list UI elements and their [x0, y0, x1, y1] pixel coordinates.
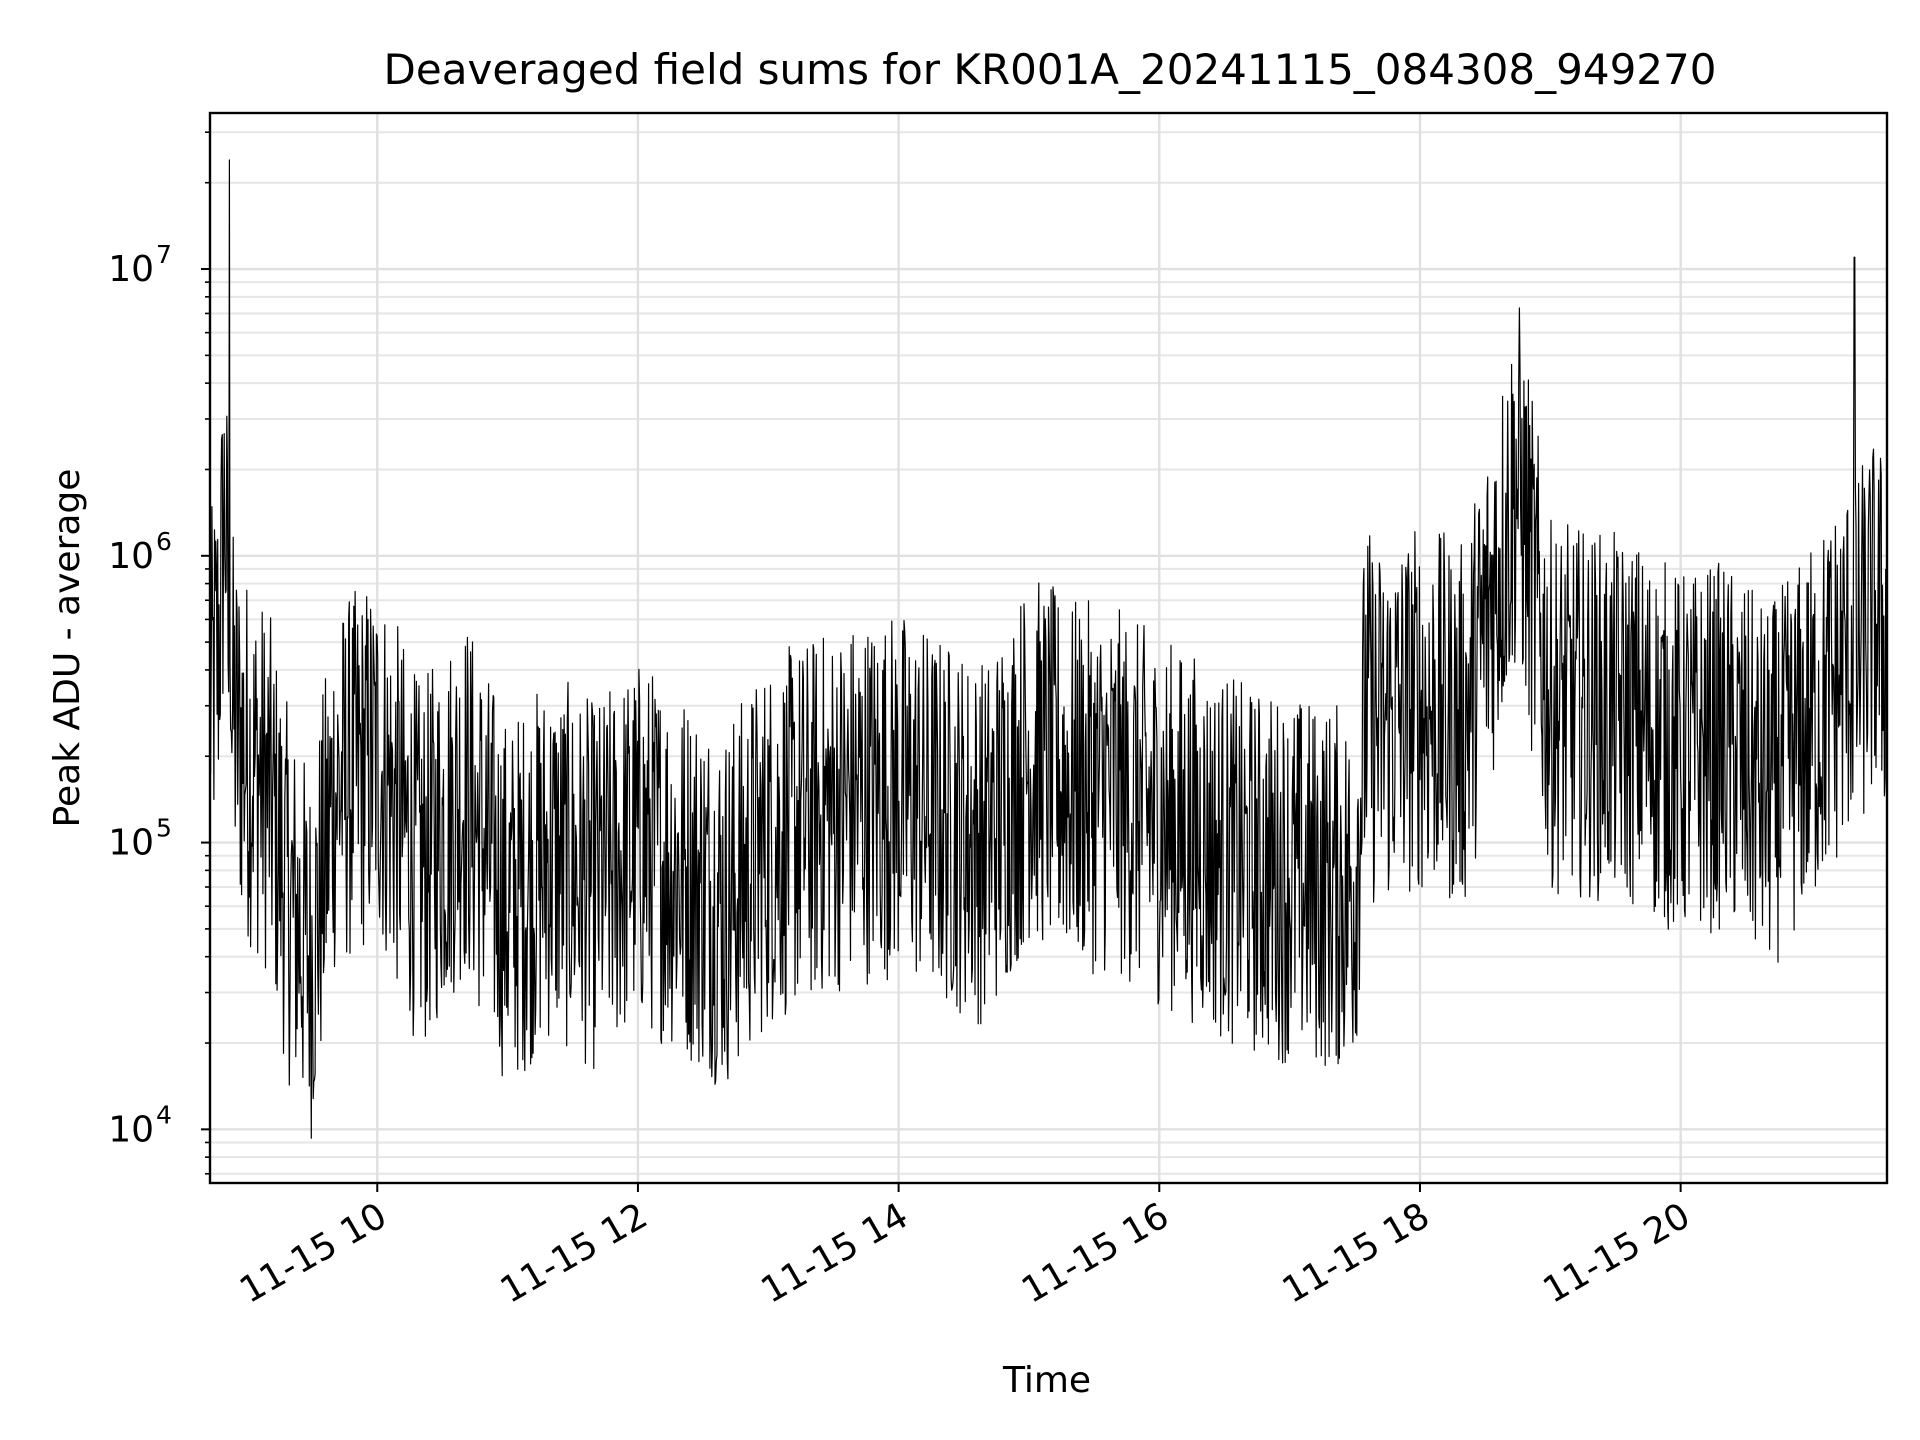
y-tick-exponent: 7 — [156, 240, 172, 269]
y-tick-exponent: 4 — [156, 1100, 172, 1129]
series-line — [209, 159, 1888, 1139]
y-tick-exponent: 5 — [156, 814, 172, 843]
y-tick-label: 10 — [108, 249, 154, 290]
y-axis-label: Peak ADU - average — [47, 469, 88, 828]
chart-title: Deaveraged field sums for KR001A_2024111… — [384, 45, 1717, 94]
x-axis-label: Time — [1002, 1360, 1091, 1401]
y-tick-label: 10 — [108, 536, 154, 577]
y-tick-exponent: 6 — [156, 527, 172, 556]
y-tick-label: 10 — [108, 1109, 154, 1150]
plot-area-frame — [208, 111, 1889, 1185]
series-layer — [209, 159, 1888, 1139]
y-tick-label: 10 — [108, 823, 154, 864]
